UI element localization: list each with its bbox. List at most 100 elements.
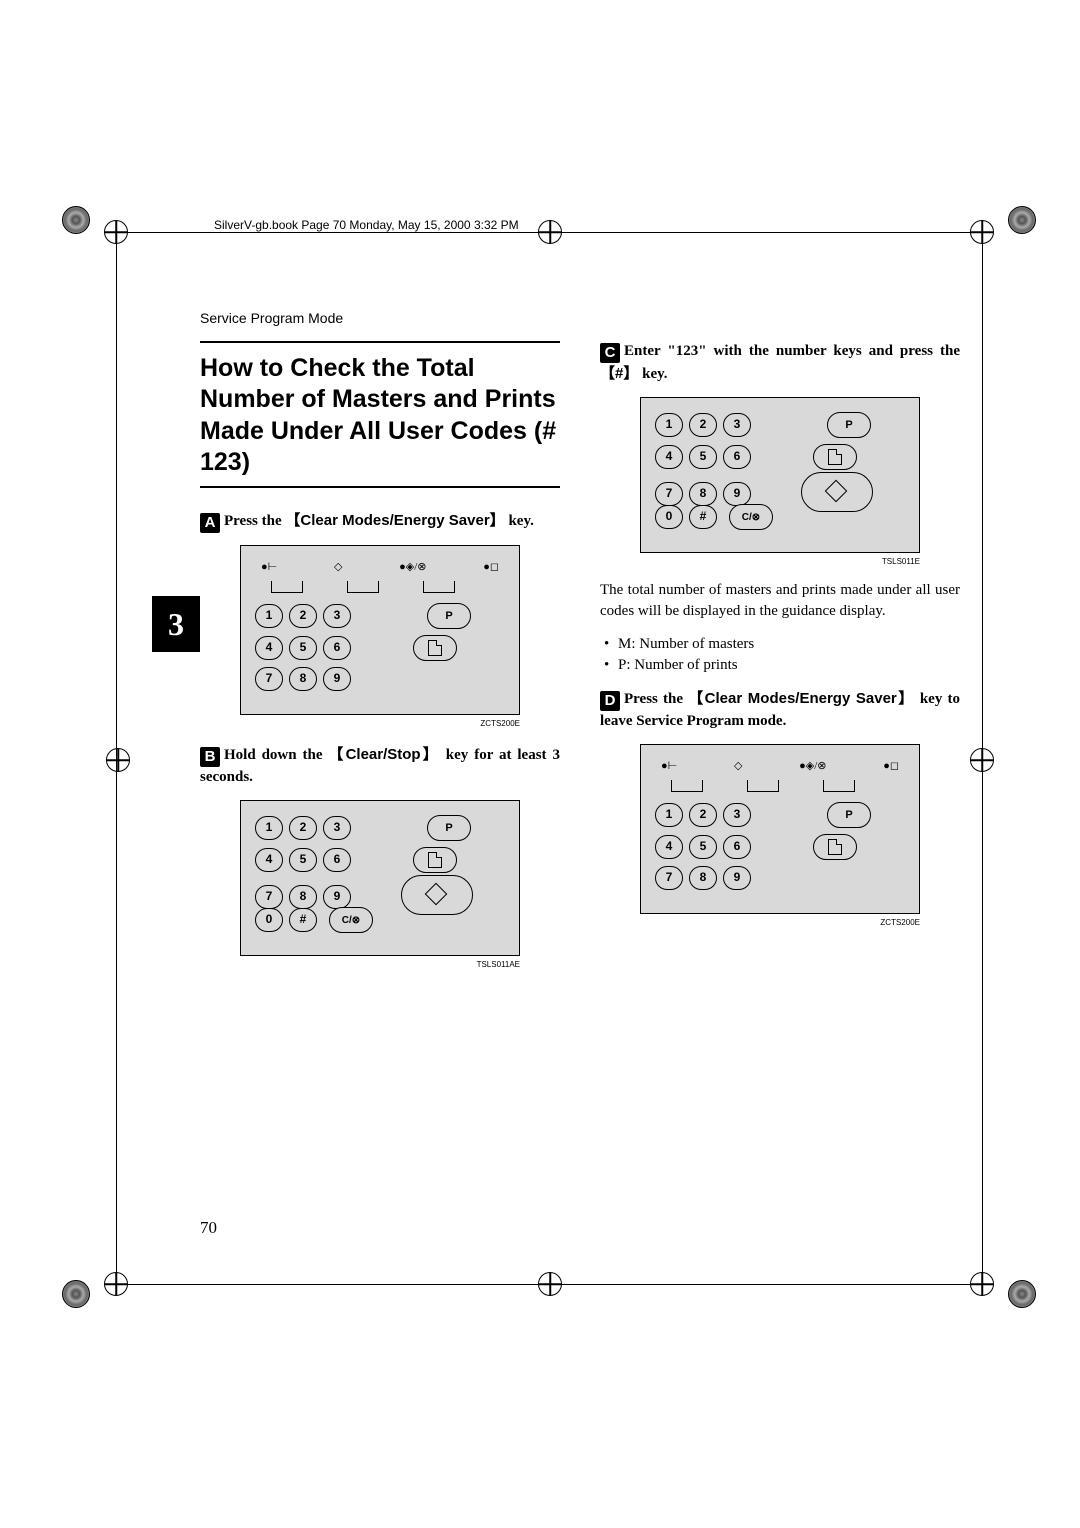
- tab-icon: [823, 780, 855, 792]
- keypad-figure: ●⊢ ◇ ●◈/⊗ ●◻ 1 2 3: [640, 744, 920, 914]
- keypad-key: 8: [689, 482, 717, 506]
- keypad-key: 5: [689, 445, 717, 469]
- indicator-icon: ◇: [734, 759, 742, 772]
- keypad-key: 2: [289, 604, 317, 628]
- p-key-icon: P: [827, 802, 871, 828]
- left-column: How to Check the Total Number of Masters…: [200, 341, 560, 969]
- tab-icon: [747, 780, 779, 792]
- keypad-key: 5: [289, 848, 317, 872]
- doc-key-icon: [413, 847, 457, 873]
- step-number-icon: A: [200, 513, 220, 533]
- keypad-key: 5: [689, 835, 717, 859]
- keypad-key: 3: [723, 803, 751, 827]
- step-text: Enter "123" with the number keys and pre…: [624, 343, 960, 359]
- reg-mark-icon: [1008, 1280, 1036, 1308]
- keypad-key: 2: [689, 803, 717, 827]
- keypad-key: 3: [723, 413, 751, 437]
- figure-caption: TSLS011AE: [240, 960, 520, 969]
- key-name: Clear/Stop: [346, 746, 421, 763]
- explanation-text: The total number of masters and prints m…: [600, 580, 960, 622]
- page-root: SilverV-gb.book Page 70 Monday, May 15, …: [0, 0, 1080, 1528]
- document-icon: [828, 839, 842, 855]
- keypad-key: 8: [289, 667, 317, 691]
- start-key-icon: [401, 875, 473, 915]
- doc-key-icon: [813, 444, 857, 470]
- step-number-icon: C: [600, 343, 620, 363]
- keypad-key: #: [689, 505, 717, 529]
- keypad-key: 7: [255, 667, 283, 691]
- keypad-key: 1: [255, 816, 283, 840]
- doc-key-icon: [813, 834, 857, 860]
- keypad-key: 1: [655, 413, 683, 437]
- figure-caption: TSLS011E: [640, 557, 920, 566]
- keypad-key: 4: [655, 445, 683, 469]
- step-text: key.: [638, 366, 667, 382]
- frame-line: [116, 232, 117, 1284]
- indicator-icon: ●◻: [483, 560, 499, 573]
- step-text: key.: [505, 513, 534, 529]
- key-name: Clear Modes/Energy Saver: [300, 512, 489, 529]
- indicator-icon: ●⊢: [661, 759, 677, 772]
- keypad-key: 8: [289, 885, 317, 909]
- keypad-key: 9: [723, 482, 751, 506]
- keypad-key: 9: [323, 885, 351, 909]
- keypad-key: 4: [255, 636, 283, 660]
- keypad-figure: 1 2 3 P 4 5 6 7 8: [640, 397, 920, 553]
- keypad-key: 6: [323, 636, 351, 660]
- indicator-icon: ●⊢: [261, 560, 277, 573]
- figure-caption: ZCTS200E: [640, 918, 920, 927]
- list-item: P: Number of prints: [600, 657, 960, 674]
- tab-icon: [271, 581, 303, 593]
- step-text: Press the: [624, 691, 688, 707]
- document-icon: [828, 449, 842, 465]
- section-title: Service Program Mode: [200, 310, 960, 326]
- keypad-figure: 1 2 3 P 4 5 6 7 8: [240, 800, 520, 956]
- reg-mark-icon: [62, 1280, 90, 1308]
- tab-icon: [347, 581, 379, 593]
- step-text: Press the: [224, 513, 285, 529]
- tab-icon: [671, 780, 703, 792]
- keypad-key: 2: [289, 816, 317, 840]
- frame-line: [982, 232, 983, 1284]
- reg-mark-icon: [1008, 206, 1036, 234]
- figure-caption: ZCTS200E: [240, 719, 520, 728]
- tab-icon: [423, 581, 455, 593]
- indicator-icon: ●◈/⊗: [399, 560, 426, 573]
- bullet-list: M: Number of masters P: Number of prints: [600, 636, 960, 674]
- p-key-icon: P: [427, 815, 471, 841]
- keypad-key: 9: [723, 866, 751, 890]
- keypad-key: 3: [323, 604, 351, 628]
- keypad-key: 8: [689, 866, 717, 890]
- p-key-icon: P: [827, 412, 871, 438]
- p-key-icon: P: [427, 603, 471, 629]
- diamond-icon: [825, 480, 848, 503]
- list-item: M: Number of masters: [600, 636, 960, 653]
- keypad-figure: ●⊢ ◇ ●◈/⊗ ●◻ 1 2 3: [240, 545, 520, 715]
- reg-mark-icon: [62, 206, 90, 234]
- keypad-key: 5: [289, 636, 317, 660]
- step-1: APress the 【Clear Modes/Energy Saver】 ke…: [200, 510, 560, 533]
- document-icon: [428, 640, 442, 656]
- step-text: Hold down the: [224, 747, 328, 763]
- keypad-key: 4: [255, 848, 283, 872]
- step-3: CEnter "123" with the number keys and pr…: [600, 341, 960, 385]
- indicator-icon: ◇: [334, 560, 342, 573]
- keypad-key: 6: [323, 848, 351, 872]
- keypad-key: 7: [655, 482, 683, 506]
- keypad-key: 6: [723, 835, 751, 859]
- keypad-key: 1: [255, 604, 283, 628]
- indicator-icon: ●◈/⊗: [799, 759, 826, 772]
- reg-cross-icon: [106, 748, 130, 772]
- keypad-key: 4: [655, 835, 683, 859]
- keypad-key: 3: [323, 816, 351, 840]
- content-area: Service Program Mode How to Check the To…: [200, 310, 960, 969]
- diamond-icon: [425, 883, 448, 906]
- step-number-icon: B: [200, 747, 220, 767]
- keypad-key: 7: [655, 866, 683, 890]
- doc-key-icon: [413, 635, 457, 661]
- start-key-icon: [801, 472, 873, 512]
- step-number-icon: D: [600, 691, 620, 711]
- keypad-key: 0: [255, 908, 283, 932]
- clear-stop-key-icon: C/⊗: [329, 907, 373, 933]
- keypad-key: #: [289, 908, 317, 932]
